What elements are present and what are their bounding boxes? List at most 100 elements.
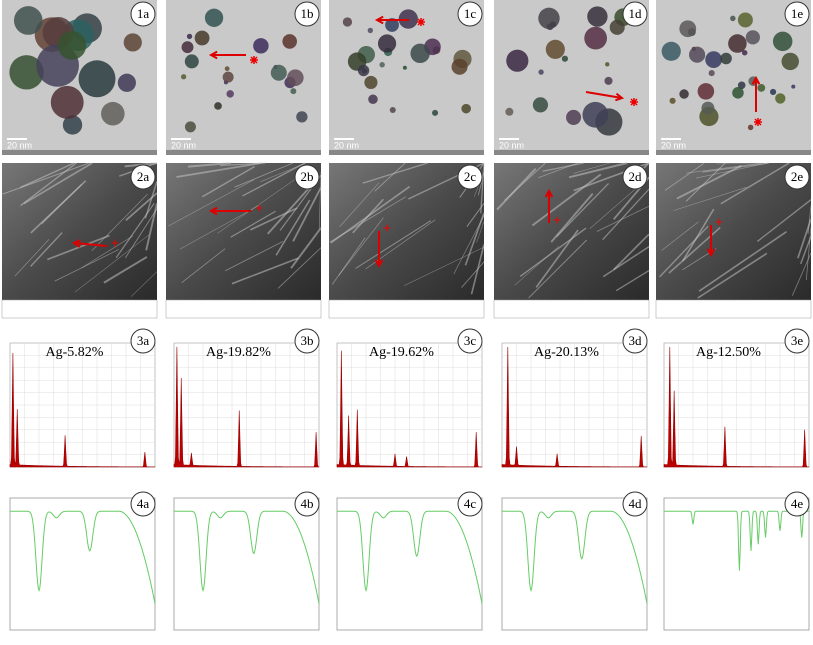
fiber xyxy=(124,162,158,168)
info-strip xyxy=(329,150,484,155)
label-badge xyxy=(784,491,810,517)
particle xyxy=(679,89,689,99)
particle xyxy=(587,6,608,27)
particle xyxy=(432,109,439,116)
particle xyxy=(561,55,569,62)
fiber xyxy=(30,232,63,267)
fiber xyxy=(81,235,134,268)
fiber xyxy=(179,204,260,250)
particle xyxy=(62,115,83,135)
panel: Ag-19.62% 3c xyxy=(336,328,483,468)
panel: 4a xyxy=(9,491,156,631)
fiber xyxy=(573,162,610,174)
panel: Ag-20.13% 3d xyxy=(501,328,648,468)
particle xyxy=(584,26,607,50)
fiber xyxy=(231,257,299,285)
spectrum xyxy=(336,350,483,468)
panel-label: 1e xyxy=(791,6,804,21)
panel-label: 3a xyxy=(137,333,150,348)
fiber xyxy=(374,162,406,192)
fiber xyxy=(20,162,77,207)
particle xyxy=(186,33,193,40)
particle xyxy=(342,17,353,27)
particle xyxy=(730,15,736,22)
particle xyxy=(772,31,793,52)
fiber xyxy=(234,162,294,188)
particle xyxy=(9,55,44,90)
fiber xyxy=(14,239,50,277)
fiber xyxy=(531,173,602,227)
fiber xyxy=(461,261,485,288)
panel: +2e xyxy=(655,162,812,319)
fiber xyxy=(275,199,311,256)
particle xyxy=(180,74,187,80)
particle xyxy=(410,43,430,64)
particle xyxy=(701,101,715,115)
particle xyxy=(538,69,544,75)
fiber xyxy=(476,221,485,243)
arrow-head xyxy=(751,75,761,85)
spectrum xyxy=(337,510,483,604)
asterisk xyxy=(417,18,425,26)
fiber xyxy=(130,271,158,297)
panel-label: 1d xyxy=(629,6,643,21)
particle xyxy=(290,88,297,95)
particle xyxy=(184,121,196,133)
fiber xyxy=(697,252,768,299)
particle xyxy=(538,7,560,30)
fiber xyxy=(225,241,283,272)
panel-label: 2c xyxy=(464,169,477,184)
fiber xyxy=(318,171,322,229)
particle xyxy=(282,34,297,49)
asterisk xyxy=(250,56,258,64)
particle xyxy=(78,60,116,98)
composition: Ag-19.82% xyxy=(206,345,271,360)
plus: + xyxy=(553,212,561,228)
sem-image xyxy=(166,163,321,300)
info-strip xyxy=(165,299,322,319)
fiber xyxy=(596,205,650,232)
particle xyxy=(270,64,287,81)
particle xyxy=(737,12,753,28)
particle xyxy=(545,39,565,59)
composition: Ag-19.62% xyxy=(369,345,434,360)
info-strip xyxy=(655,299,812,319)
particle xyxy=(204,8,224,27)
fiber xyxy=(23,162,93,205)
fiber xyxy=(292,186,322,242)
fiber xyxy=(702,162,770,173)
fiber xyxy=(807,205,812,235)
fiber xyxy=(676,164,742,200)
arrow-head xyxy=(544,188,554,198)
fiber xyxy=(404,246,485,286)
fiber xyxy=(496,167,537,211)
scale-label: 20 nm xyxy=(7,140,32,150)
label-badge xyxy=(294,1,320,27)
particle xyxy=(669,97,676,104)
particle xyxy=(705,51,723,69)
panel-label: 3e xyxy=(791,333,804,348)
particle xyxy=(222,71,234,83)
label-badge xyxy=(784,328,810,354)
fiber xyxy=(242,162,306,197)
fiber xyxy=(365,219,436,270)
fiber xyxy=(188,162,231,168)
scale-label: 20 nm xyxy=(171,140,196,150)
panel: 20 nm 1c xyxy=(329,0,484,155)
plus: + xyxy=(111,235,119,251)
arrow-head xyxy=(71,239,81,248)
particle xyxy=(737,81,746,90)
fiber xyxy=(339,182,380,227)
panel: 4d xyxy=(501,491,648,631)
panel-label: 4d xyxy=(629,496,643,511)
composition: Ag-5.82% xyxy=(46,345,104,360)
fiber xyxy=(686,162,763,174)
particle xyxy=(253,38,269,54)
particle xyxy=(226,90,234,98)
particle xyxy=(747,124,754,131)
particle xyxy=(745,30,760,45)
panel-label: 4e xyxy=(791,496,804,511)
panel: Ag-12.50% 3e xyxy=(663,328,810,468)
fiber xyxy=(260,162,307,183)
